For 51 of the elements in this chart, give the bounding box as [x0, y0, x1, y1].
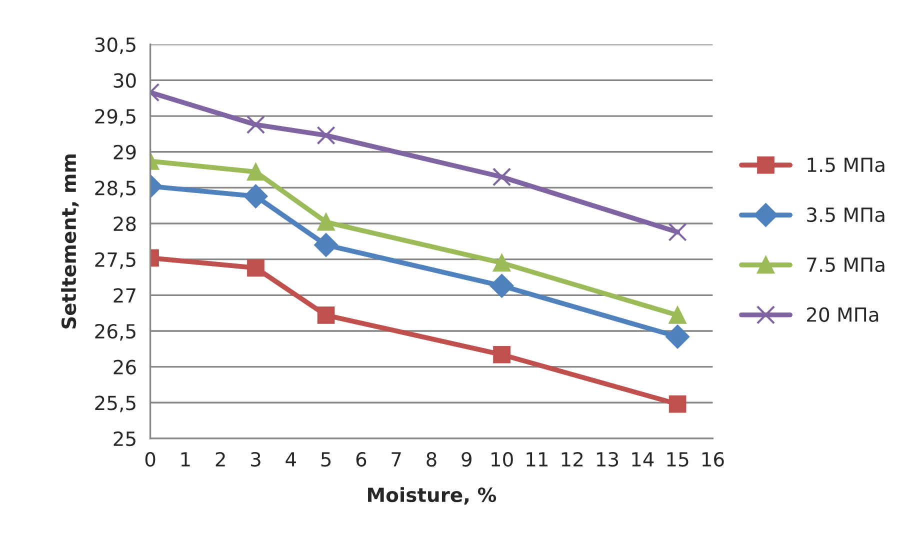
x-tick-label: 0: [145, 452, 156, 467]
point: [246, 115, 266, 134]
y-tick-label: 26: [114, 360, 136, 374]
y-tick-label: 30: [114, 73, 136, 88]
y-tick-label: 29: [114, 144, 136, 160]
point: [314, 233, 338, 257]
x-tick-label: 15: [667, 452, 688, 467]
x-tick-label: 4: [286, 452, 296, 466]
x-tick-label: 13: [597, 452, 618, 467]
x-tick-label: 1: [181, 452, 190, 466]
x-tick-label: 6: [356, 452, 366, 467]
x-tick-label: 12: [562, 452, 583, 466]
y-tick-label: 27,5: [95, 252, 136, 269]
point: [493, 346, 510, 364]
x-tick-label: 2: [216, 452, 225, 466]
x-tick-label: 14: [632, 452, 654, 466]
y-tick-label: 27: [114, 288, 136, 303]
point: [492, 168, 512, 186]
y-tick-label: 26,5: [95, 324, 136, 341]
point: [668, 395, 686, 413]
y-tick-label: 28: [114, 216, 136, 232]
point: [668, 306, 686, 324]
legend-label: 3.5 МПа: [807, 207, 884, 222]
point: [666, 324, 690, 349]
point: [493, 254, 510, 272]
x-tick-label: 10: [492, 452, 513, 467]
x-tick-label: 16: [702, 452, 724, 467]
x-tick-label: 3: [251, 452, 260, 467]
point: [247, 259, 264, 277]
x-tick-label: 5: [321, 452, 331, 467]
point: [247, 163, 264, 181]
x-tick-label: 7: [392, 452, 401, 466]
point: [490, 274, 514, 298]
y-axis-title: Setltement, mm: [61, 154, 79, 328]
y-tick-label: 29,5: [95, 109, 136, 126]
legend-label: 7.5 МПа: [807, 258, 884, 272]
point: [317, 213, 335, 231]
point: [317, 306, 335, 324]
x-tick-label: 8: [426, 452, 436, 467]
y-tick-label: 25: [114, 431, 136, 446]
y-tick-label: 30,5: [95, 37, 136, 54]
legend-label: 20 МПа: [807, 307, 878, 322]
x-tick-label: 9: [462, 452, 472, 467]
point: [316, 126, 336, 145]
y-tick-label: 25,5: [95, 396, 136, 412]
y-tick-label: 28,5: [95, 180, 136, 198]
point: [244, 184, 268, 208]
legend-label: 1.5 МПа: [808, 158, 884, 172]
point: [668, 222, 687, 242]
x-axis-title: Moisture, %: [368, 487, 496, 505]
x-tick-label: 11: [526, 452, 548, 466]
